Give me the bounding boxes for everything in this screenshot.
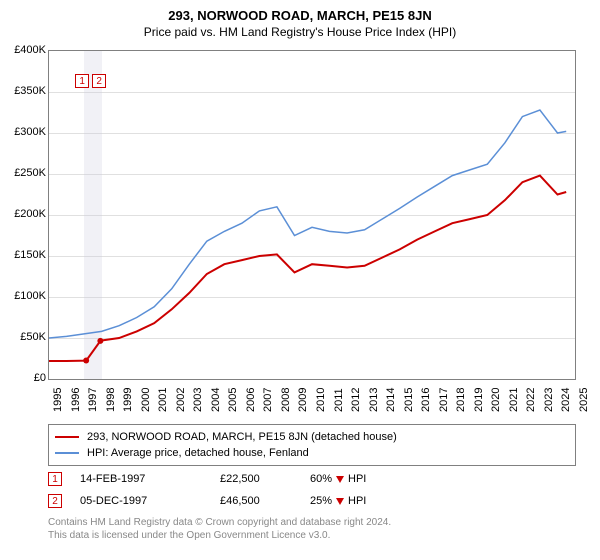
x-axis-label: 2000 bbox=[140, 388, 152, 412]
sale-row-marker: 2 bbox=[48, 494, 62, 508]
sale-date: 14-FEB-1997 bbox=[80, 473, 220, 485]
sale-date: 05-DEC-1997 bbox=[80, 495, 220, 507]
page-title: 293, NORWOOD ROAD, MARCH, PE15 8JN bbox=[0, 0, 600, 23]
footer-line-1: Contains HM Land Registry data © Crown c… bbox=[48, 516, 391, 529]
legend-item: HPI: Average price, detached house, Fenl… bbox=[55, 445, 569, 461]
legend-item: 293, NORWOOD ROAD, MARCH, PE15 8JN (deta… bbox=[55, 429, 569, 445]
x-axis-label: 2013 bbox=[368, 388, 380, 412]
sale-diff-pct: 25% bbox=[310, 495, 332, 507]
sale-row-marker: 1 bbox=[48, 472, 62, 486]
y-axis-label: £200K bbox=[4, 208, 46, 220]
x-axis-label: 1996 bbox=[70, 388, 82, 412]
sale-diff: 60% HPI bbox=[310, 473, 420, 485]
chart-plot-area bbox=[48, 50, 576, 380]
x-axis-label: 2025 bbox=[578, 388, 590, 412]
x-axis-label: 2008 bbox=[280, 388, 292, 412]
legend: 293, NORWOOD ROAD, MARCH, PE15 8JN (deta… bbox=[48, 424, 576, 466]
y-axis-label: £350K bbox=[4, 85, 46, 97]
x-axis-label: 2006 bbox=[245, 388, 257, 412]
x-axis-label: 2003 bbox=[192, 388, 204, 412]
x-axis-label: 2022 bbox=[525, 388, 537, 412]
page-subtitle: Price paid vs. HM Land Registry's House … bbox=[0, 23, 600, 43]
y-axis-label: £50K bbox=[4, 331, 46, 343]
series-hpi bbox=[49, 110, 566, 338]
legend-label: 293, NORWOOD ROAD, MARCH, PE15 8JN (deta… bbox=[87, 431, 397, 443]
y-axis-label: £100K bbox=[4, 290, 46, 302]
x-axis-label: 1998 bbox=[105, 388, 117, 412]
x-axis-label: 2023 bbox=[543, 388, 555, 412]
sale-dot-1 bbox=[83, 358, 89, 364]
chart-container: 293, NORWOOD ROAD, MARCH, PE15 8JN Price… bbox=[0, 0, 600, 560]
x-axis-label: 2021 bbox=[508, 388, 520, 412]
x-axis-label: 2016 bbox=[420, 388, 432, 412]
arrow-down-icon bbox=[336, 476, 344, 483]
x-axis-label: 2005 bbox=[227, 388, 239, 412]
x-axis-label: 2012 bbox=[350, 388, 362, 412]
x-axis-label: 2004 bbox=[210, 388, 222, 412]
x-axis-label: 2024 bbox=[560, 388, 572, 412]
sale-diff: 25% HPI bbox=[310, 495, 420, 507]
x-axis-label: 1997 bbox=[87, 388, 99, 412]
x-axis-label: 2015 bbox=[403, 388, 415, 412]
x-axis-label: 1995 bbox=[52, 388, 64, 412]
x-axis-label: 2019 bbox=[473, 388, 485, 412]
sales-table: 1 14-FEB-1997£22,50060% HPI 2 05-DEC-1997£46… bbox=[48, 468, 420, 512]
x-axis-label: 2018 bbox=[455, 388, 467, 412]
sale-price: £46,500 bbox=[220, 495, 310, 507]
legend-label: HPI: Average price, detached house, Fenl… bbox=[87, 447, 309, 459]
sale-dot-2 bbox=[97, 338, 103, 344]
sale-marker-2: 2 bbox=[92, 74, 106, 88]
sale-marker-1: 1 bbox=[75, 74, 89, 88]
sale-price: £22,500 bbox=[220, 473, 310, 485]
x-axis-label: 1999 bbox=[122, 388, 134, 412]
x-axis-label: 2007 bbox=[262, 388, 274, 412]
y-axis-label: £400K bbox=[4, 44, 46, 56]
arrow-down-icon bbox=[336, 498, 344, 505]
y-axis-label: £0 bbox=[4, 372, 46, 384]
sale-diff-ref: HPI bbox=[348, 473, 366, 485]
x-axis-label: 2011 bbox=[333, 388, 345, 412]
chart-lines bbox=[49, 51, 575, 379]
legend-swatch bbox=[55, 436, 79, 438]
x-axis-label: 2010 bbox=[315, 388, 327, 412]
x-axis-label: 2014 bbox=[385, 388, 397, 412]
x-axis-label: 2020 bbox=[490, 388, 502, 412]
y-axis-label: £300K bbox=[4, 126, 46, 138]
sale-diff-ref: HPI bbox=[348, 495, 366, 507]
y-axis-label: £150K bbox=[4, 249, 46, 261]
x-axis-label: 2002 bbox=[175, 388, 187, 412]
x-axis-label: 2009 bbox=[297, 388, 309, 412]
footer-line-2: This data is licensed under the Open Gov… bbox=[48, 529, 391, 542]
footer-attribution: Contains HM Land Registry data © Crown c… bbox=[48, 516, 391, 542]
y-axis-label: £250K bbox=[4, 167, 46, 179]
legend-swatch bbox=[55, 452, 79, 454]
sale-row: 1 14-FEB-1997£22,50060% HPI bbox=[48, 468, 420, 490]
sale-row: 2 05-DEC-1997£46,50025% HPI bbox=[48, 490, 420, 512]
x-axis-label: 2017 bbox=[438, 388, 450, 412]
series-property bbox=[49, 176, 566, 361]
x-axis-label: 2001 bbox=[157, 388, 169, 412]
sale-diff-pct: 60% bbox=[310, 473, 332, 485]
